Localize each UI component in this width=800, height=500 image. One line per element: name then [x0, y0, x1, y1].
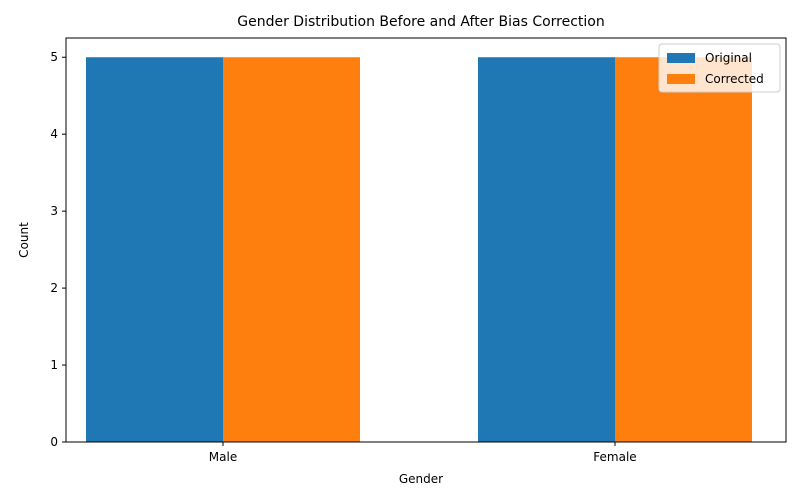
y-tick-label: 0 [50, 435, 58, 449]
legend-label-corrected: Corrected [705, 72, 764, 86]
legend: Original Corrected [658, 43, 781, 93]
y-tick-label: 3 [50, 204, 58, 218]
y-axis-label: Count [17, 222, 31, 258]
x-tick-label-male: Male [209, 450, 237, 464]
plot-frame [65, 37, 787, 443]
legend-swatch-corrected [667, 74, 695, 84]
bars-group [86, 57, 752, 442]
y-axis-ticks: 0 1 2 3 4 5 [50, 50, 66, 449]
y-tick-label: 2 [50, 281, 58, 295]
x-axis-ticks: Male Female [209, 442, 637, 464]
y-tick-label: 1 [50, 358, 58, 372]
y-tick-label: 5 [50, 50, 58, 64]
bar-corrected-female [615, 57, 752, 442]
chart-title: Gender Distribution Before and After Bia… [237, 14, 605, 30]
legend-swatch-original [667, 53, 695, 63]
x-tick-label-female: Female [593, 450, 636, 464]
bar-corrected-male [223, 57, 360, 442]
bar-original-male [86, 57, 223, 442]
bar-original-female [478, 57, 615, 442]
x-axis-label: Gender [399, 472, 443, 486]
y-tick-label: 4 [50, 127, 58, 141]
legend-label-original: Original [705, 51, 752, 65]
